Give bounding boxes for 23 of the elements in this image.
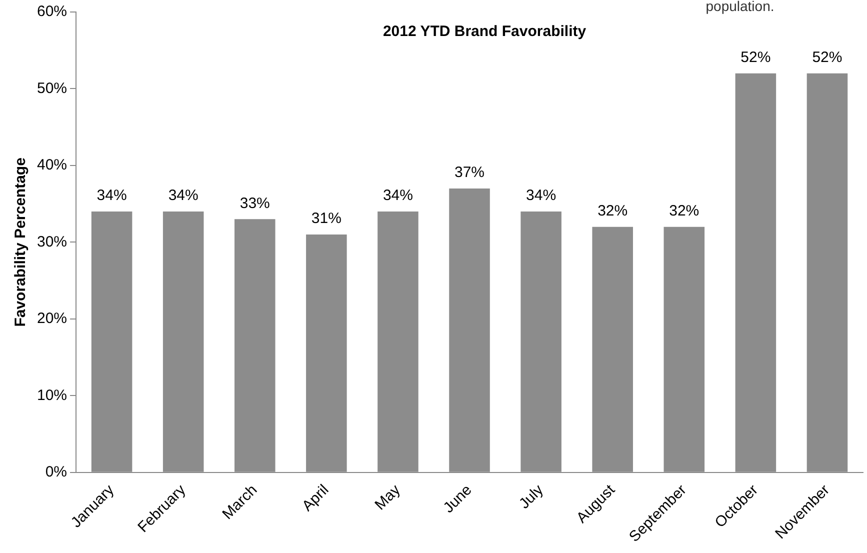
data-label: 52%	[740, 49, 771, 66]
y-tick-label: 10%	[36, 386, 68, 404]
y-tick-label: 40%	[36, 156, 68, 174]
data-label: 37%	[454, 164, 485, 182]
x-tick-label: May	[372, 481, 404, 514]
y-tick-label: 0%	[45, 464, 68, 481]
data-label: 34%	[526, 187, 556, 204]
data-label: 31%	[311, 210, 342, 228]
annotation: population.	[706, 0, 774, 14]
y-tick-label: 20%	[36, 310, 68, 328]
y-tick-label: 60%	[36, 3, 68, 20]
data-label: 33%	[240, 194, 270, 212]
y-tick-label: 30%	[36, 233, 68, 250]
x-tick-label: July	[516, 481, 548, 512]
data-label: 52%	[812, 49, 842, 66]
data-label: 34%	[382, 187, 413, 204]
data-label: 34%	[96, 187, 127, 204]
text: 2012 YTD Brand Favorability	[382, 23, 587, 40]
y-axis-title: Favorability Percentage	[12, 158, 30, 327]
data-label: 32%	[669, 202, 700, 220]
y-tick-label: 50%	[36, 80, 68, 97]
data-label: 32%	[598, 202, 628, 220]
data-label: 34%	[168, 187, 198, 204]
